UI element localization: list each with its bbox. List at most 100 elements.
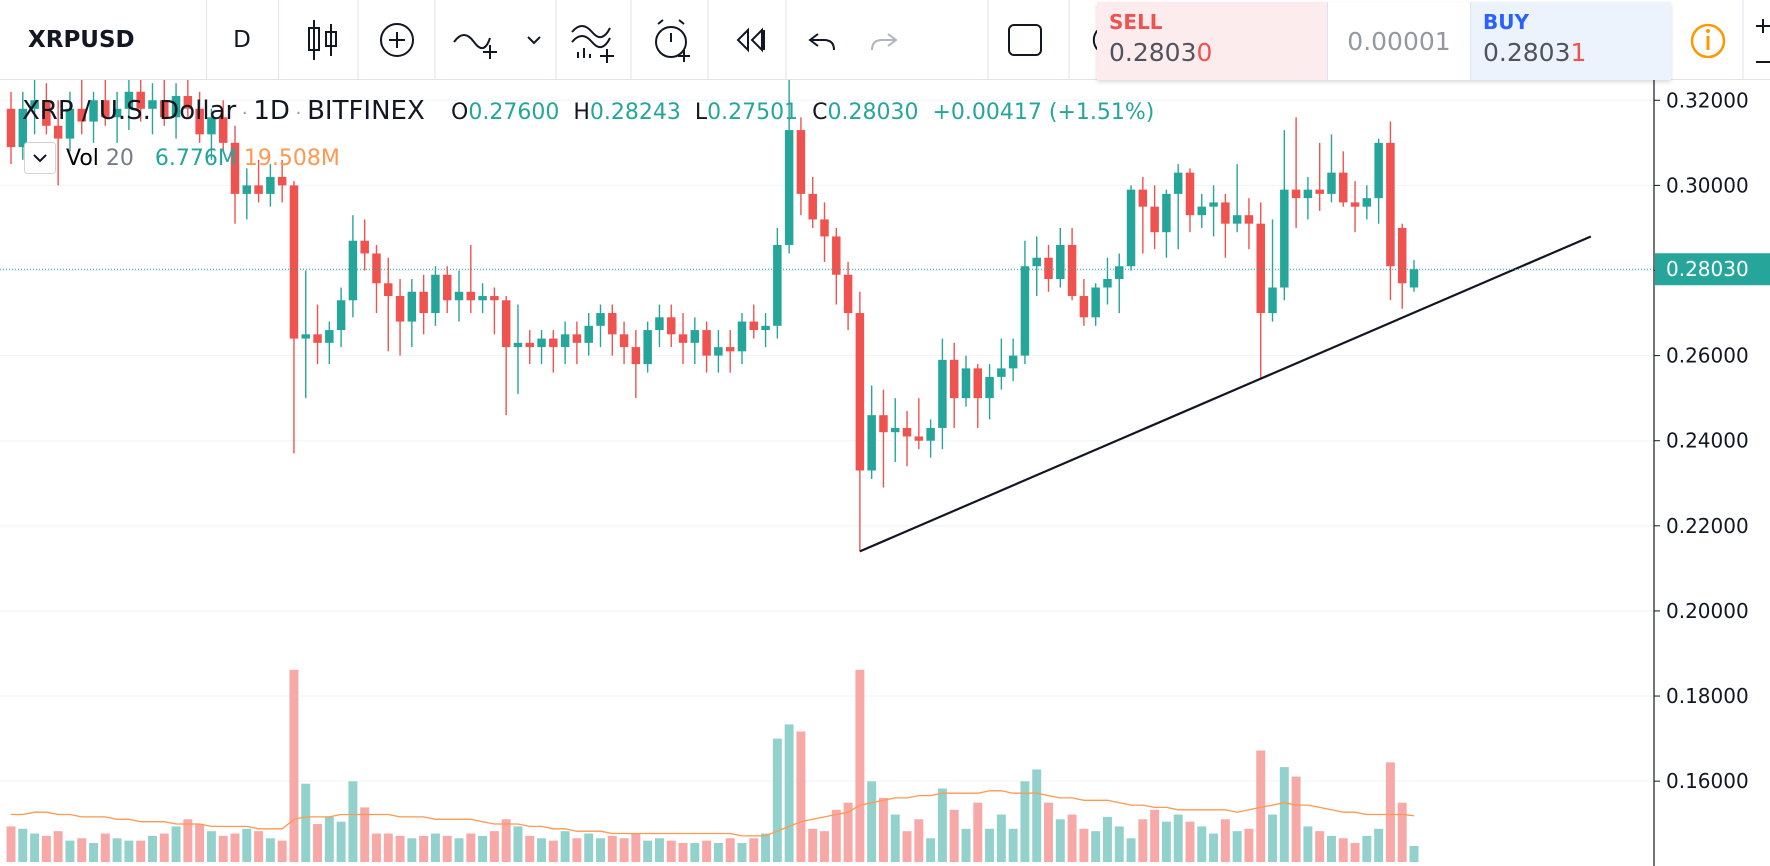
volume-bar — [265, 838, 275, 862]
collapse-button[interactable] — [24, 142, 56, 174]
add-icon[interactable] — [380, 23, 414, 57]
camera-icon[interactable] — [1092, 29, 1099, 51]
indicator-icon[interactable] — [453, 34, 541, 59]
candles-icon[interactable] — [308, 20, 337, 60]
candle-body — [1150, 206, 1159, 233]
undo-icon[interactable] — [808, 33, 835, 51]
zoom-buttons[interactable] — [1756, 19, 1770, 63]
volume-bar — [383, 833, 393, 862]
candle-body — [973, 368, 983, 399]
volume-bar — [407, 838, 417, 862]
compare-icon[interactable] — [571, 25, 614, 63]
interval-button[interactable]: D — [206, 0, 278, 79]
candle-body — [820, 219, 829, 237]
volume-bar — [1173, 814, 1183, 862]
candle-body — [879, 415, 888, 433]
alert-icon[interactable] — [655, 19, 690, 62]
volume-bar — [53, 831, 63, 862]
separator — [206, 0, 207, 79]
volume-bar — [867, 781, 877, 862]
candle-body — [714, 347, 723, 356]
volume-bar — [218, 835, 228, 862]
volume-bar — [1020, 781, 1030, 862]
y-tick-label: 0.24000 — [1666, 429, 1749, 453]
volume-bar — [230, 833, 240, 862]
volume-bar — [313, 824, 323, 862]
volume-bar — [65, 840, 75, 862]
candle-body — [985, 376, 994, 399]
volume-bar — [1315, 831, 1325, 862]
y-tick-label: 0.32000 — [1666, 88, 1749, 112]
candle-body — [301, 334, 310, 339]
symbol-button[interactable]: XRPUSD — [0, 0, 206, 79]
candle-body — [702, 330, 711, 356]
candle-body — [325, 330, 334, 343]
candle-body — [1056, 244, 1065, 280]
candle-body — [1232, 215, 1242, 224]
candle-body — [549, 338, 558, 348]
candle-body — [725, 347, 735, 352]
volume-bar — [112, 838, 122, 862]
candle-body — [1374, 142, 1383, 199]
volume-bar — [1362, 835, 1372, 862]
volume-bar — [159, 833, 169, 862]
open-value: 0.27600 — [468, 100, 560, 125]
candle-body — [348, 240, 358, 301]
volume-bar — [136, 840, 146, 862]
volume-bar — [372, 833, 381, 862]
vol-value: 6.776M — [154, 145, 237, 171]
high-label: H — [573, 100, 590, 125]
candle-body — [643, 330, 652, 365]
candle-body — [30, 100, 39, 109]
last-price-label: 0.28030 — [1666, 257, 1749, 281]
volume-bar — [395, 835, 405, 862]
candle-body — [407, 291, 417, 322]
candle-body — [737, 321, 747, 352]
candle-body — [537, 338, 546, 348]
candle-body — [938, 359, 947, 428]
candle-body — [1256, 223, 1265, 314]
candle-body — [6, 108, 16, 148]
volume-bar — [937, 788, 947, 862]
candle-body — [277, 176, 287, 186]
volume-bar — [1303, 826, 1313, 862]
redo-icon[interactable] — [871, 33, 898, 51]
candle-body — [784, 130, 794, 245]
candle-body — [1244, 215, 1254, 224]
volume-bar — [1067, 814, 1077, 862]
volume-bar — [336, 821, 346, 862]
candle-body — [619, 334, 629, 348]
buy-button[interactable]: BUY 0.28031 — [1471, 2, 1671, 80]
candle-body — [1339, 172, 1348, 203]
candle-body — [1397, 227, 1407, 284]
vol-ma-value: 19.508M — [243, 145, 340, 171]
candle-body — [230, 142, 240, 194]
y-tick-label: 0.16000 — [1666, 769, 1749, 793]
volume-bar — [890, 814, 900, 862]
candle-body — [53, 125, 63, 139]
volume-bar — [1220, 819, 1230, 862]
y-tick-label: 0.26000 — [1666, 344, 1749, 368]
replay-icon[interactable] — [736, 27, 765, 53]
candle-body — [655, 317, 664, 331]
volume-bar — [1256, 750, 1266, 862]
info-icon[interactable] — [1690, 23, 1726, 59]
volume-bar — [478, 835, 488, 862]
candle-body — [1327, 172, 1336, 194]
candle-body — [1409, 269, 1419, 288]
volume-bar — [454, 838, 464, 862]
fullscreen-icon[interactable] — [1008, 24, 1042, 56]
candle-body — [336, 300, 346, 331]
buy-price: 0.2803 — [1483, 38, 1571, 67]
buy-price-last-digit: 1 — [1570, 38, 1587, 67]
candle-body — [313, 334, 322, 343]
candle-body — [501, 300, 511, 348]
volume-bar — [619, 838, 629, 862]
volume-bar — [1197, 826, 1207, 862]
candle-body — [101, 100, 110, 118]
sell-button[interactable]: SELL 0.28030 — [1097, 2, 1327, 80]
volume-bar — [1279, 767, 1289, 862]
volume-bar — [89, 843, 99, 862]
candle-body — [890, 427, 900, 433]
candle-body — [1209, 202, 1218, 207]
